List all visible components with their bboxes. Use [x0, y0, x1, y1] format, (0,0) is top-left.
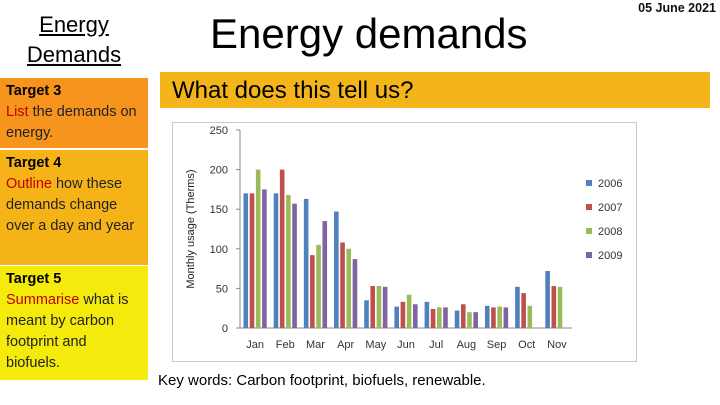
y-tick-label: 100: [210, 244, 228, 256]
bar-2008-jul: [436, 307, 442, 328]
bar-2006-jun: [394, 306, 399, 328]
bar-2006-jul: [424, 301, 430, 328]
target-3-verb: List: [6, 104, 29, 120]
bar-2006-aug: [454, 310, 460, 328]
legend-label-2009: 2009: [598, 250, 622, 262]
bar-2009-jan: [262, 189, 267, 328]
bar-2008-aug: [467, 312, 472, 328]
energy-usage-chart: 0 50 100 150 200 250 Monthly usage (Therms) Jan…: [172, 122, 637, 362]
bar-2009-apr: [352, 259, 358, 328]
x-tick-label: Jul: [429, 339, 443, 351]
y-tick-label: 150: [210, 204, 228, 216]
bar-2007-mar: [310, 255, 315, 328]
target-4-heading: Target 4: [6, 155, 62, 171]
target-5-verb: Summarise: [6, 292, 80, 308]
bar-2007-aug: [460, 304, 466, 328]
bar-2009-aug: [473, 312, 478, 328]
x-tick-label: Aug: [457, 339, 477, 351]
bar-2008-mar: [316, 244, 321, 328]
bar-2006-apr: [334, 211, 339, 328]
x-tick-label: Jun: [397, 339, 415, 351]
bar-2006-sep: [484, 305, 490, 328]
bar-2008-oct: [527, 305, 533, 328]
bar-2009-feb: [292, 203, 297, 328]
x-tick-label: Jan: [246, 339, 264, 351]
question-banner: What does this tell us?: [160, 72, 710, 108]
bar-2007-oct: [521, 293, 526, 328]
target-3-heading: Target 3: [6, 83, 62, 99]
bar-2006-jan: [243, 193, 249, 328]
target-3-box: Target 3 List the demands on energy.: [0, 78, 148, 148]
y-tick-label: 0: [222, 323, 228, 335]
bar-2007-nov: [551, 286, 557, 328]
page-title: Energy demands: [210, 10, 528, 57]
bar-2009-sep: [503, 307, 509, 328]
bar-2008-jun: [406, 294, 412, 328]
legend-swatch-2007: [586, 204, 592, 210]
x-tick-label: Apr: [337, 339, 354, 351]
x-tick-label: Sep: [487, 339, 507, 351]
x-tick-label: Oct: [518, 339, 535, 351]
x-tick-label: Mar: [306, 339, 325, 351]
bar-2009-mar: [322, 221, 328, 328]
bar-2008-may: [376, 286, 382, 328]
bar-2007-jan: [249, 193, 255, 328]
bar-2009-may: [382, 286, 388, 328]
x-tick-label: Nov: [547, 339, 567, 351]
bar-2007-apr: [340, 242, 345, 328]
bar-2009-jul: [443, 307, 448, 328]
bar-2006-nov: [545, 270, 550, 328]
bar-2006-may: [364, 300, 369, 328]
y-tick-label: 250: [210, 125, 228, 137]
target-5-heading: Target 5: [6, 271, 62, 287]
bar-2007-feb: [279, 169, 285, 328]
target-5-text: what is meant by carbon footprint and bi…: [6, 292, 129, 371]
bar-2006-oct: [515, 286, 520, 328]
x-tick-label: May: [365, 339, 386, 351]
bar-2007-may: [370, 286, 376, 328]
y-axis-label: Monthly usage (Therms): [185, 169, 197, 288]
target-4-box: Target 4 Outline how these demands chang…: [0, 150, 148, 265]
legend-label-2006: 2006: [598, 178, 622, 190]
bar-2008-sep: [497, 306, 502, 328]
y-tick-label: 200: [210, 165, 228, 177]
bar-2008-nov: [557, 286, 563, 328]
legend-label-2008: 2008: [598, 226, 622, 238]
sidebar-title: Energy Demands: [26, 12, 122, 67]
target-4-verb: Outline: [6, 176, 52, 192]
key-words: Key words: Carbon footprint, biofuels, r…: [158, 372, 486, 389]
chart-svg: 0 50 100 150 200 250 Monthly usage (Therms) Jan…: [172, 122, 637, 362]
bar-2008-jan: [255, 169, 261, 328]
bar-2007-jun: [400, 301, 406, 328]
bar-2006-feb: [273, 193, 279, 328]
target-3-text: the demands on energy.: [6, 104, 137, 141]
date-label: 05 June 2021: [638, 1, 716, 15]
bar-2009-jun: [413, 304, 418, 328]
x-tick-label: Feb: [276, 339, 295, 351]
bar-2006-mar: [303, 198, 309, 328]
target-4-text: how these demands change over a day and …: [6, 176, 135, 234]
bar-2008-feb: [286, 194, 291, 328]
legend-label-2007: 2007: [598, 202, 622, 214]
legend-swatch-2006: [586, 180, 592, 186]
legend-swatch-2009: [586, 252, 592, 258]
y-tick-label: 50: [216, 283, 228, 295]
legend-swatch-2008: [586, 228, 592, 234]
target-5-box: Target 5 Summarise what is meant by carb…: [0, 266, 148, 380]
bar-2007-sep: [491, 307, 496, 328]
bar-2008-apr: [346, 248, 352, 328]
bar-2007-jul: [430, 308, 436, 328]
